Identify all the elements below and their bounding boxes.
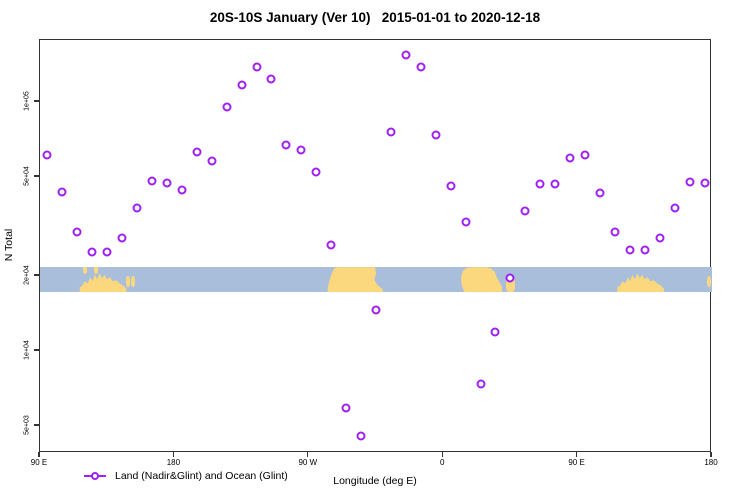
legend-marker-icon [90, 472, 99, 480]
data-point [237, 80, 247, 90]
x-axis-tick [38, 452, 40, 457]
data-point [311, 167, 321, 177]
legend-label: Land (Nadir&Glint) and Ocean (Glint) [115, 470, 288, 482]
x-axis-title: Longitude (deg E) [333, 475, 417, 487]
data-point [565, 153, 575, 163]
data-point [416, 62, 426, 72]
data-point [326, 240, 336, 250]
map-band [40, 267, 712, 293]
data-point [431, 130, 441, 140]
data-point [72, 227, 82, 237]
y-axis-tick [33, 274, 39, 276]
data-point [700, 178, 710, 188]
data-point [57, 187, 67, 197]
data-point [177, 185, 187, 195]
data-point [550, 179, 560, 189]
x-axis-tick [441, 452, 443, 457]
data-point [42, 150, 52, 160]
x-axis-tick [172, 452, 174, 457]
data-point [207, 156, 217, 166]
data-point [610, 227, 620, 237]
plot-area: Land (Nadir&Glint) and Ocean (Glint) [39, 39, 712, 482]
y-axis-tick [33, 424, 39, 426]
data-point [102, 247, 112, 257]
land-patch-melanesia-speck-1 [125, 276, 130, 288]
data-point [461, 217, 471, 227]
x-axis-tick-label: 90 E [30, 458, 48, 467]
data-point [356, 431, 366, 441]
chart-title: 20S-10S January (Ver 10) 2015-01-01 to 2… [209, 10, 541, 25]
data-point [296, 145, 306, 155]
y-axis-tick-label: 1e+05 [23, 91, 31, 111]
data-point [670, 203, 680, 213]
land-patch-south-america [327, 267, 383, 293]
data-point [535, 179, 545, 189]
data-point [147, 176, 157, 186]
data-point [505, 273, 515, 283]
x-axis-tick-label: 90 W [298, 458, 318, 467]
x-axis-tick-label: 0 [439, 458, 445, 467]
y-axis-title: N Total [3, 228, 15, 262]
data-point [132, 203, 142, 213]
data-point [520, 206, 530, 216]
data-point [192, 147, 202, 157]
data-point [446, 181, 456, 191]
land-patch-indonesia-speck-1 [82, 267, 88, 275]
land-patch-melanesia-speck-2 [131, 276, 135, 288]
data-point [386, 127, 396, 137]
x-axis-tick [576, 452, 578, 457]
data-point [401, 50, 411, 60]
data-point [162, 178, 172, 187]
data-point [490, 327, 500, 337]
data-point [655, 233, 665, 243]
x-axis-tick-label: 180 [704, 458, 718, 467]
land-patch-australia-east [617, 273, 664, 293]
data-point [580, 150, 590, 160]
data-point [371, 305, 381, 315]
data-point [222, 102, 232, 112]
y-axis-tick [33, 349, 39, 351]
y-axis-tick-label: 2e+04 [23, 265, 31, 285]
x-axis-tick-label: 90 E [568, 458, 585, 467]
data-point [685, 177, 695, 187]
data-point [625, 245, 635, 255]
data-point [117, 233, 127, 243]
land-patch-madagascar [505, 274, 515, 293]
land-patch-africa [461, 267, 503, 293]
data-point [640, 245, 650, 255]
data-point [341, 403, 351, 413]
data-point [595, 188, 605, 198]
data-point [252, 62, 262, 72]
data-point [266, 74, 276, 84]
data-point [476, 379, 486, 389]
x-axis-tick [710, 452, 712, 457]
data-point [87, 247, 97, 257]
land-patch-fiji-speck [706, 276, 712, 288]
y-axis-tick-label: 5e+03 [23, 415, 31, 435]
y-axis-tick-label: 5e+04 [23, 166, 31, 186]
land-patch-indonesia-speck-2 [93, 267, 99, 275]
x-axis-tick-label: 180 [166, 458, 181, 467]
data-point [281, 140, 291, 150]
x-axis-tick [307, 452, 309, 457]
y-axis-tick [33, 100, 39, 102]
y-axis-tick-label: 1e+04 [23, 340, 31, 360]
y-axis-tick [33, 175, 39, 177]
